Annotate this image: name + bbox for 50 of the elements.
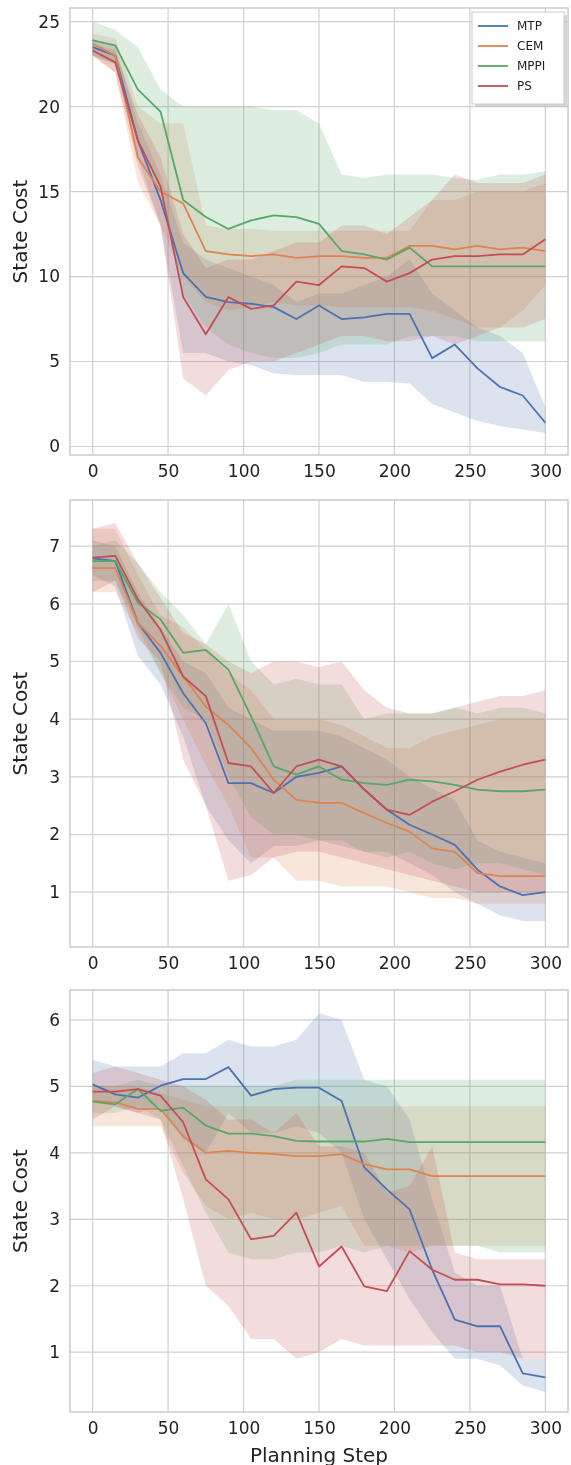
line-series <box>91 1088 547 1292</box>
legend-label: CEM <box>517 39 544 54</box>
x-tick-label: 250 <box>454 1418 487 1439</box>
x-tick-label: 150 <box>303 953 336 974</box>
legend-label: MTP <box>517 19 542 34</box>
legend-label: PS <box>517 79 532 94</box>
y-axis-title: State Cost <box>8 179 32 284</box>
y-axis-title: State Cost <box>8 1148 32 1253</box>
y-tick-label: 3 <box>49 1209 60 1230</box>
y-tick-label: 0 <box>49 436 60 457</box>
x-tick-label: 150 <box>303 1418 336 1439</box>
y-tick-label: 7 <box>49 536 60 557</box>
x-tick-label: 100 <box>227 953 261 974</box>
x-tick-label: 300 <box>529 1418 563 1439</box>
x-tick-label: 0 <box>87 953 99 974</box>
y-tick-label: 20 <box>38 96 60 117</box>
y-tick-label: 6 <box>49 593 60 614</box>
y-tick-label: 4 <box>49 1142 60 1163</box>
y-tick-label: 15 <box>38 181 60 202</box>
x-tick-label: 100 <box>227 461 261 482</box>
y-tick-label: 5 <box>49 651 60 672</box>
y-tick-label: 6 <box>49 1009 60 1030</box>
line-series <box>91 1100 547 1177</box>
x-tick-label: 200 <box>378 461 412 482</box>
x-tick-label: 250 <box>454 953 487 974</box>
y-tick-label: 3 <box>49 766 60 787</box>
y-axis-title: State Cost <box>8 671 32 776</box>
y-tick-label: 1 <box>49 882 60 903</box>
x-tick-label: 50 <box>157 1418 180 1439</box>
x-tick-label: 250 <box>454 461 487 482</box>
legend-label: MPPI <box>517 59 546 74</box>
y-tick-label: 5 <box>49 1076 60 1097</box>
y-tick-label: 1 <box>49 1342 60 1363</box>
x-tick-label: 100 <box>227 1418 261 1439</box>
y-tick-label: 5 <box>49 351 60 372</box>
x-tick-label: 0 <box>87 1418 99 1439</box>
x-tick-label: 200 <box>378 953 412 974</box>
y-tick-label: 10 <box>38 266 60 287</box>
y-tick-label: 25 <box>38 11 60 32</box>
y-tick-label: 2 <box>49 1275 60 1296</box>
line-series <box>91 1088 547 1144</box>
x-tick-label: 50 <box>157 953 180 974</box>
x-tick-label: 150 <box>303 461 336 482</box>
y-tick-label: 2 <box>49 824 60 845</box>
x-tick-label: 50 <box>157 461 180 482</box>
x-tick-label: 200 <box>378 1418 412 1439</box>
x-tick-label: 300 <box>529 953 563 974</box>
x-tick-label: 300 <box>529 461 563 482</box>
x-tick-label: 0 <box>87 461 99 482</box>
y-tick-label: 4 <box>49 709 60 730</box>
